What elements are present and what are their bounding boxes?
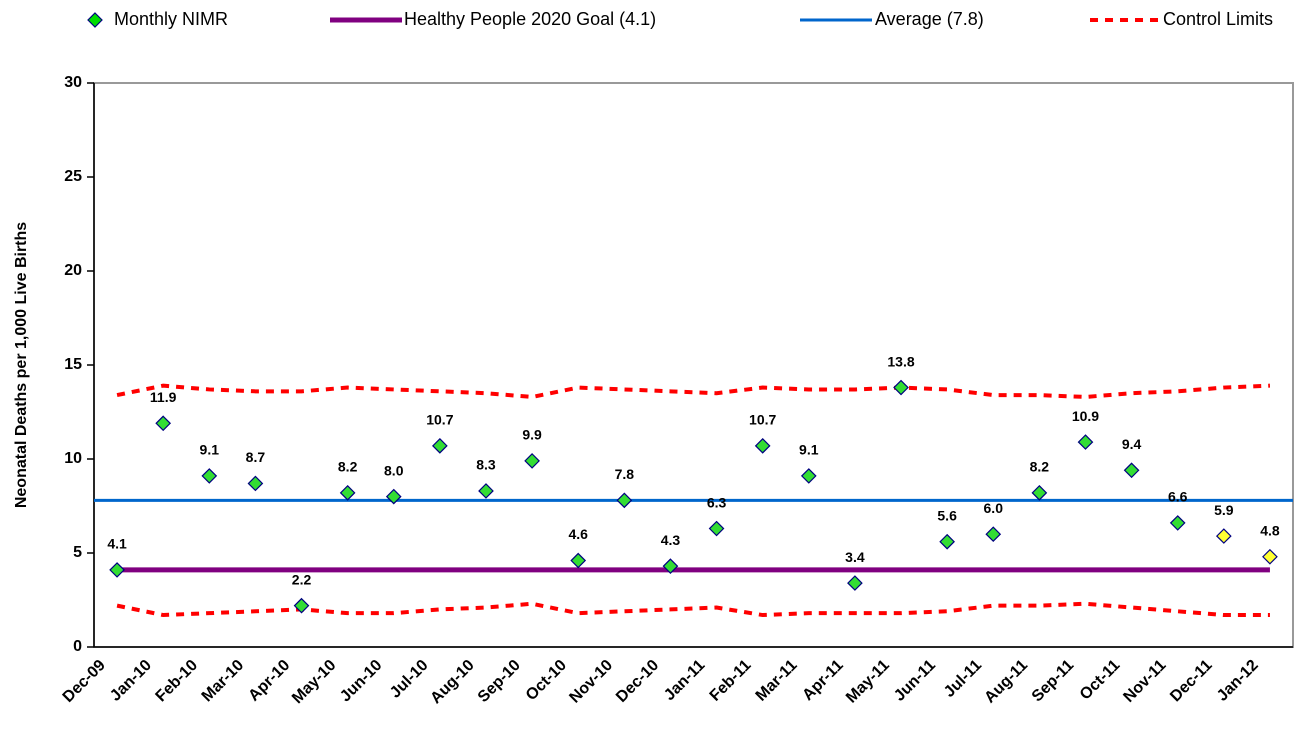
data-point: [800, 468, 817, 484]
data-label: 10.7: [426, 412, 453, 428]
x-tick-label: Nov-11: [1120, 657, 1169, 706]
x-tick-label: Oct-11: [1077, 657, 1124, 704]
x-tick-label: Aug-10: [427, 657, 477, 707]
control-limit-upper: [116, 383, 1271, 399]
x-tick-label: Mar-10: [199, 657, 248, 706]
data-point: [155, 415, 172, 432]
data-label: 9.1: [200, 442, 220, 458]
data-label: 8.2: [1030, 459, 1050, 475]
data-label: 6.0: [984, 500, 1004, 516]
data-point: [1262, 548, 1278, 565]
x-tick-label: Sep-10: [475, 657, 524, 706]
legend-label: Average (7.8): [875, 9, 984, 29]
y-tick-label: 0: [73, 638, 82, 655]
data-point: [893, 379, 909, 396]
data-label: 10.7: [749, 412, 776, 428]
data-point: [1169, 515, 1186, 531]
x-tick-label: Dec-10: [613, 657, 662, 706]
data-point: [847, 575, 863, 591]
data-label: 5.6: [937, 507, 957, 523]
data-point: [1077, 434, 1094, 450]
x-tick-label: Jun-11: [891, 657, 939, 705]
data-label: 7.8: [615, 466, 635, 482]
data-point: [754, 437, 771, 454]
legend-label: Control Limits: [1163, 9, 1273, 29]
data-label: 10.9: [1072, 408, 1099, 424]
x-tick-label: Mar-11: [753, 657, 801, 705]
data-label: 8.7: [246, 449, 266, 465]
data-point: [109, 562, 125, 578]
data-label: 2.2: [292, 571, 312, 587]
y-tick-label: 15: [64, 356, 82, 373]
data-point: [985, 526, 1002, 543]
data-label: 4.6: [568, 526, 588, 542]
x-tick-label: Feb-11: [707, 657, 755, 705]
data-label: 9.9: [522, 427, 542, 443]
data-point: [662, 558, 679, 575]
data-label: 5.9: [1214, 502, 1234, 518]
x-tick-label: Dec-11: [1167, 657, 1216, 706]
x-tick-label: Jan-12: [1214, 657, 1262, 705]
legend-label: Monthly NIMR: [114, 9, 228, 29]
data-point: [1123, 462, 1140, 479]
data-label: 9.1: [799, 442, 819, 458]
data-point: [939, 533, 955, 550]
y-tick-label: 25: [64, 168, 82, 185]
x-tick-label: Dec-09: [60, 657, 109, 706]
y-axis-label: Neonatal Deaths per 1,000 Live Births: [13, 222, 30, 508]
data-point: [339, 484, 356, 501]
x-tick-label: May-10: [289, 657, 339, 707]
x-tick-label: Jul-11: [941, 657, 985, 701]
data-point: [708, 520, 725, 537]
x-tick-label: Jun-10: [337, 657, 386, 706]
plot-area: [93, 82, 1294, 648]
x-tick-label: Apr-10: [245, 657, 293, 705]
x-tick-label: Jul-10: [387, 657, 432, 702]
control-limit-lower: [116, 601, 1270, 618]
data-label: 6.3: [707, 494, 727, 510]
data-label: 8.0: [384, 462, 404, 478]
x-tick-label: Sep-11: [1029, 657, 1078, 706]
y-tick-label: 20: [64, 262, 82, 279]
legend-marker: [87, 12, 103, 28]
data-point: [247, 475, 264, 492]
data-label: 4.8: [1260, 522, 1280, 538]
x-tick-label: Nov-10: [566, 657, 616, 707]
data-point: [293, 597, 310, 614]
data-label: 8.3: [476, 457, 496, 473]
x-tick-label: Apr-11: [799, 657, 846, 704]
data-label: 3.4: [845, 549, 865, 565]
x-tick-label: Feb-10: [153, 657, 202, 706]
data-label: 4.3: [661, 532, 681, 548]
legend-label: Healthy People 2020 Goal (4.1): [404, 9, 656, 29]
data-label: 8.2: [338, 459, 358, 475]
data-point: [524, 453, 540, 469]
data-point: [1215, 528, 1232, 544]
y-tick-label: 30: [64, 74, 82, 91]
data-point: [570, 552, 587, 569]
data-point: [1031, 484, 1048, 501]
x-tick-label: Oct-10: [523, 657, 570, 704]
data-point: [478, 483, 494, 499]
x-tick-label: May-11: [843, 657, 893, 707]
y-tick-label: 10: [64, 450, 82, 467]
x-tick-label: Jan-10: [107, 657, 155, 705]
data-point: [432, 437, 448, 454]
data-label: 11.9: [150, 389, 177, 405]
data-point: [201, 468, 218, 484]
data-label: 9.4: [1122, 436, 1142, 452]
data-point: [616, 492, 633, 509]
data-label: 4.1: [107, 536, 127, 552]
x-tick-label: Jan-11: [661, 657, 708, 704]
x-tick-label: Aug-11: [981, 657, 1031, 707]
data-point: [385, 488, 402, 505]
data-label: 13.8: [887, 353, 914, 369]
data-label: 6.6: [1168, 489, 1188, 505]
y-tick-label: 5: [73, 544, 82, 561]
